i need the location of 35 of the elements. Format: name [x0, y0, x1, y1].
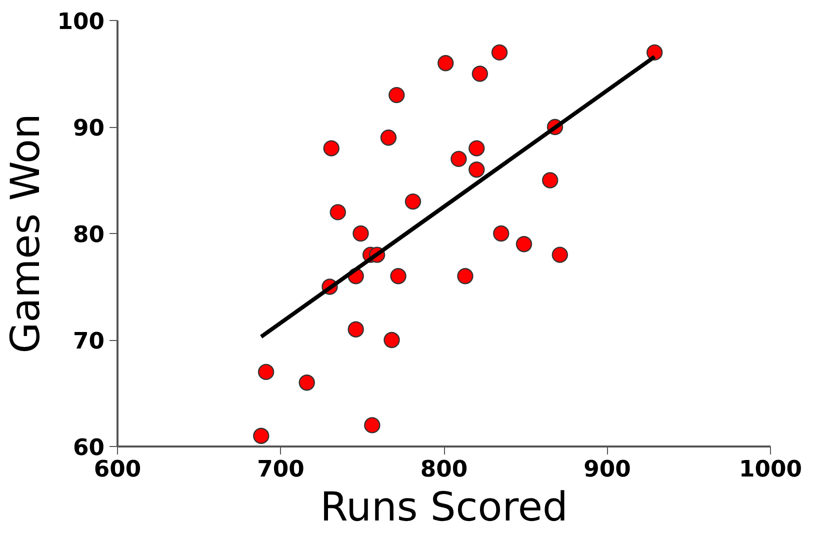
point [450, 150, 467, 168]
point [348, 321, 364, 338]
point [388, 86, 405, 104]
y-tick-label: 100 [57, 9, 105, 35]
point [457, 268, 474, 284]
point [298, 374, 315, 391]
point [352, 225, 369, 242]
y-tick-label: 70 [72, 328, 105, 354]
x-tick-label: 700 [257, 456, 304, 482]
point [330, 204, 346, 220]
y-tick-label: 80 [72, 222, 105, 248]
point [380, 130, 397, 146]
point [390, 268, 406, 284]
point [384, 332, 400, 348]
point [323, 140, 340, 156]
point [646, 44, 663, 61]
point [468, 162, 485, 178]
point [542, 172, 558, 188]
point [472, 66, 488, 82]
point [493, 225, 510, 242]
point [258, 364, 274, 380]
y-axis-title: Games Won [3, 114, 50, 354]
point [552, 246, 568, 263]
x-axis-title: Runs Scored [320, 484, 568, 530]
x-tick-label: 800 [420, 456, 468, 482]
point [516, 236, 532, 252]
y-tick-label: 90 [72, 116, 105, 142]
point [491, 44, 508, 61]
x-tick-label: 1000 [738, 456, 802, 482]
point [404, 193, 422, 210]
x-tick-label: 900 [584, 456, 631, 482]
point [468, 140, 485, 156]
point [438, 55, 454, 72]
point [364, 417, 380, 434]
point [253, 428, 270, 444]
